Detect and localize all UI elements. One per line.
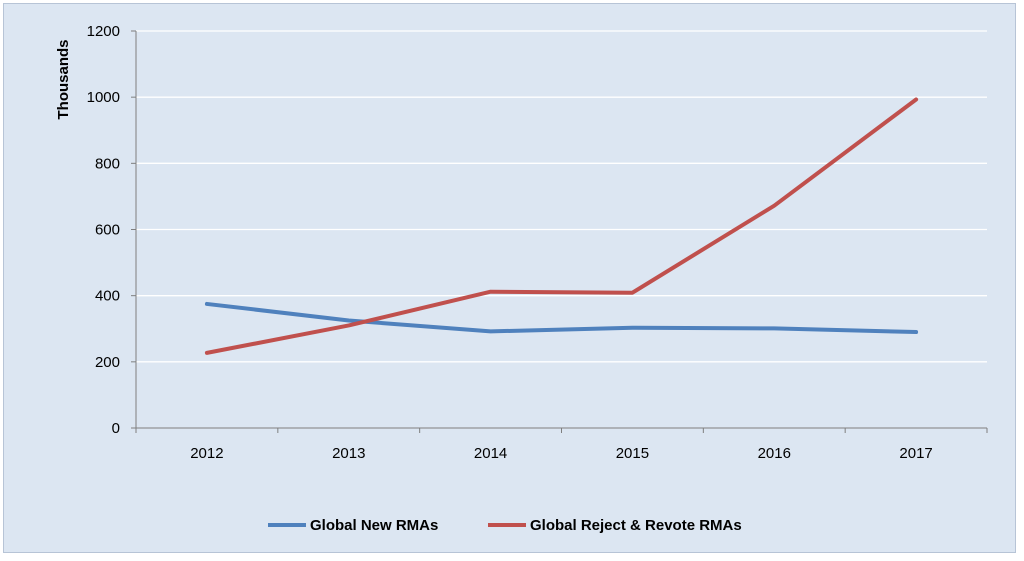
series-line-2 bbox=[204, 97, 919, 355]
y-tick-label: 1000 bbox=[87, 89, 120, 106]
x-tick-label: 2014 bbox=[474, 445, 507, 462]
y-tick-label: 0 bbox=[112, 420, 120, 437]
chart-area bbox=[3, 3, 1016, 553]
y-tick-label: 600 bbox=[95, 222, 120, 239]
x-tick-label: 2013 bbox=[332, 445, 365, 462]
series-line-1 bbox=[204, 301, 919, 335]
y-axis-title: Thousands bbox=[55, 39, 72, 119]
y-tick-label: 200 bbox=[95, 354, 120, 371]
y-tick-label: 800 bbox=[95, 155, 120, 172]
legend-label: Global New RMAs bbox=[310, 517, 438, 534]
y-tick-label: 1200 bbox=[87, 23, 120, 40]
x-tick-label: 2012 bbox=[190, 445, 223, 462]
legend-label: Global Reject & Revote RMAs bbox=[530, 517, 742, 534]
x-tick-label: 2016 bbox=[758, 445, 791, 462]
x-tick-label: 2015 bbox=[616, 445, 649, 462]
y-tick-label: 400 bbox=[95, 288, 120, 305]
x-tick-label: 2017 bbox=[899, 445, 932, 462]
